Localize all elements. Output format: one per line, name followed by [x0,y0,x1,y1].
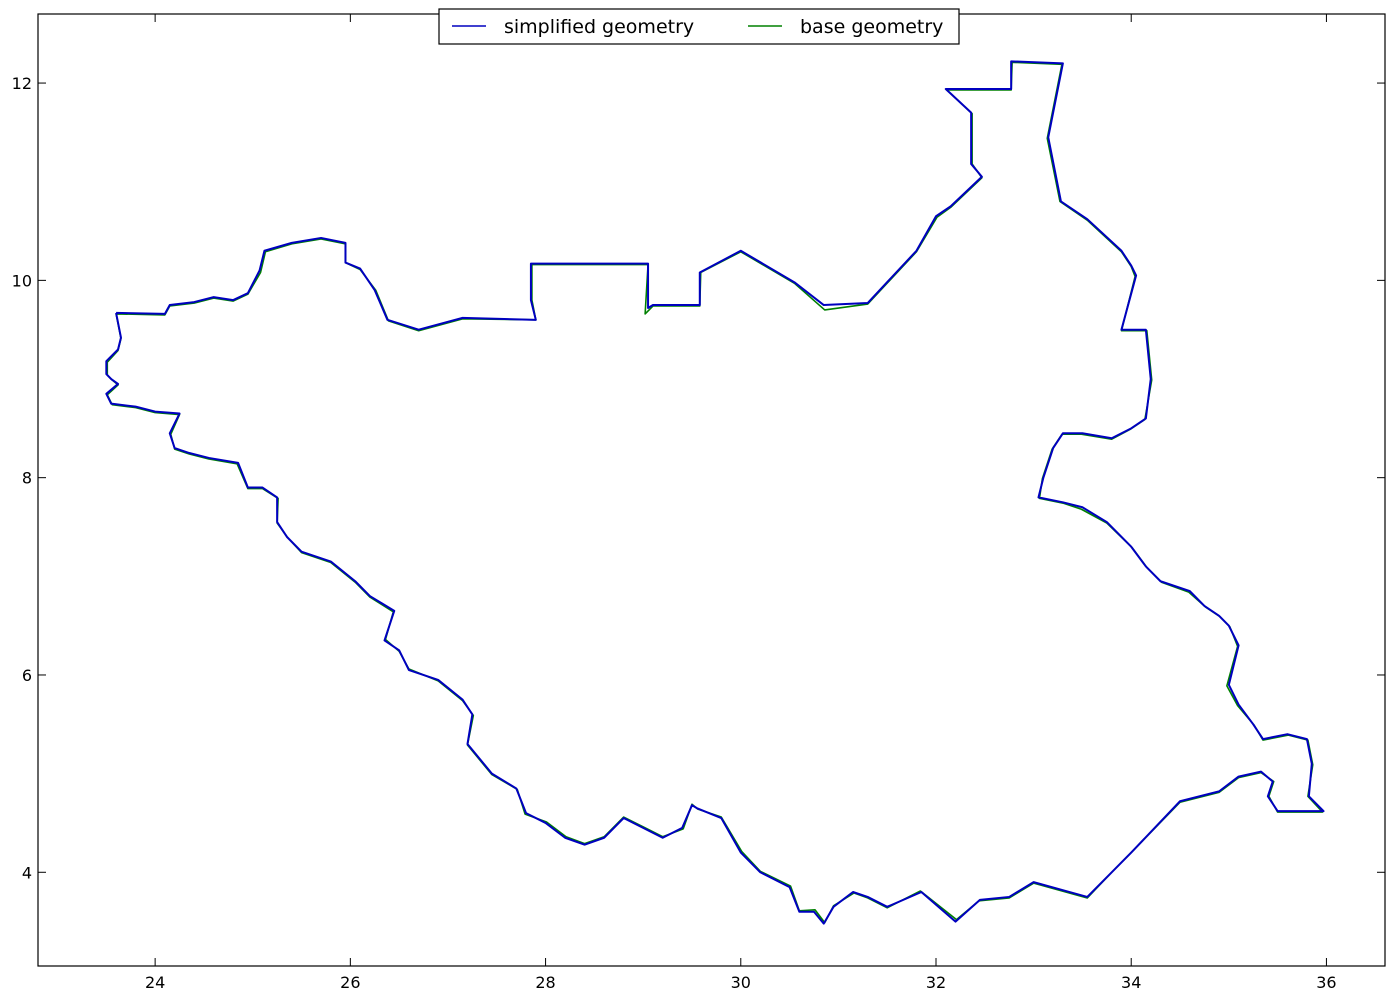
y-tick-label: 10 [12,271,32,290]
x-tick-label: 32 [926,973,946,992]
x-tick-label: 30 [731,973,751,992]
x-tick-label: 24 [145,973,165,992]
x-tick-label: 28 [535,973,555,992]
y-tick-label: 4 [22,863,32,882]
y-tick-label: 12 [12,74,32,93]
ticks-layer: 24 26 28 30 32 34 36 4 6 8 10 12 [12,14,1385,992]
y-tick-label: 6 [22,666,32,685]
plot-background [38,14,1385,966]
legend: simplified geometry base geometry [438,8,960,45]
legend-label-base: base geometry [800,16,943,38]
series-line-simplified [105,60,1325,925]
series-layer [105,60,1325,925]
legend-frame [438,8,960,45]
x-tick-label: 36 [1316,973,1336,992]
x-tick-label: 34 [1121,973,1141,992]
y-tick-label: 8 [22,469,32,488]
legend-label-simplified: simplified geometry [504,16,694,38]
x-tick-label: 26 [340,973,360,992]
